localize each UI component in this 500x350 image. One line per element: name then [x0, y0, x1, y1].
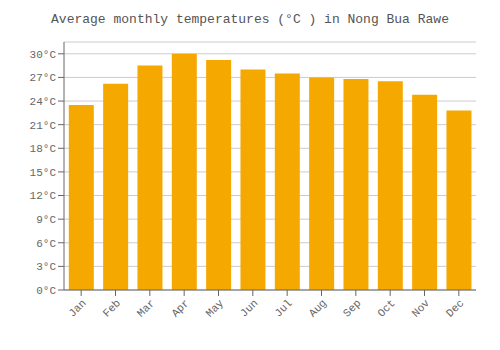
- svg-text:Dec: Dec: [444, 297, 466, 319]
- svg-text:May: May: [204, 297, 227, 320]
- svg-text:Jan: Jan: [66, 297, 88, 319]
- svg-text:30°C: 30°C: [30, 49, 57, 61]
- svg-text:Sep: Sep: [341, 297, 363, 319]
- svg-text:18°C: 18°C: [30, 143, 57, 155]
- svg-text:Jun: Jun: [238, 297, 260, 319]
- svg-text:0°C: 0°C: [36, 285, 56, 297]
- svg-text:Nov: Nov: [410, 297, 433, 320]
- svg-text:Oct: Oct: [375, 297, 397, 319]
- svg-text:Mar: Mar: [135, 297, 157, 319]
- svg-text:9°C: 9°C: [36, 214, 56, 226]
- svg-text:Jul: Jul: [272, 297, 294, 319]
- svg-text:15°C: 15°C: [30, 167, 57, 179]
- svg-text:24°C: 24°C: [30, 96, 57, 108]
- svg-text:Feb: Feb: [101, 297, 123, 319]
- svg-text:21°C: 21°C: [30, 120, 57, 132]
- svg-text:Apr: Apr: [169, 297, 191, 319]
- svg-text:3°C: 3°C: [36, 261, 56, 273]
- svg-text:Aug: Aug: [307, 297, 329, 319]
- html-text:Average monthly temperatures (: Average monthly temperatures (°C ) in No…: [51, 12, 449, 27]
- svg-text:6°C: 6°C: [36, 238, 56, 250]
- svg-text:12°C: 12°C: [30, 190, 57, 202]
- svg-text:27°C: 27°C: [30, 72, 57, 84]
